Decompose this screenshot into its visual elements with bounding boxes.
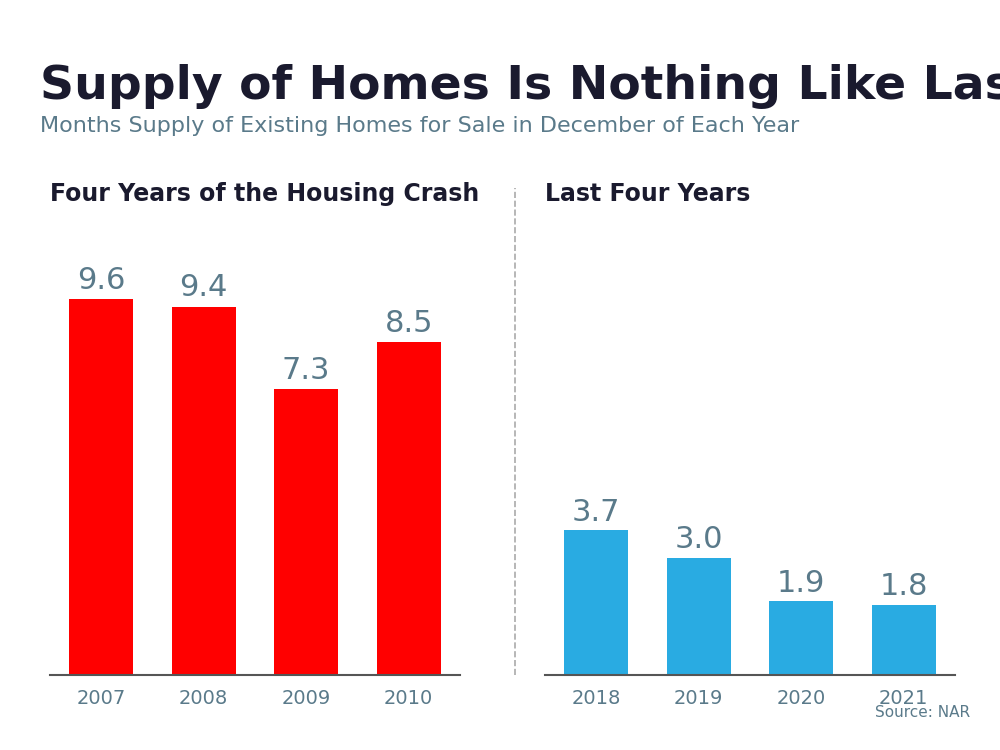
Text: 1.8: 1.8 — [880, 572, 928, 602]
Text: 9.6: 9.6 — [77, 266, 125, 295]
Text: 3.0: 3.0 — [674, 526, 723, 554]
Bar — [377, 343, 441, 675]
Bar — [667, 557, 731, 675]
Text: Last Four Years: Last Four Years — [545, 182, 750, 206]
Bar — [872, 604, 936, 675]
Text: 7.3: 7.3 — [282, 356, 330, 385]
Bar — [564, 530, 628, 675]
Bar — [274, 389, 338, 675]
Text: 1.9: 1.9 — [777, 568, 825, 598]
Text: 3.7: 3.7 — [572, 498, 620, 527]
Bar — [769, 601, 833, 675]
Text: 9.4: 9.4 — [180, 274, 228, 302]
Text: Source: NAR: Source: NAR — [875, 705, 970, 720]
Text: Supply of Homes Is Nothing Like Last Time: Supply of Homes Is Nothing Like Last Tim… — [40, 64, 1000, 109]
Text: Months Supply of Existing Homes for Sale in December of Each Year: Months Supply of Existing Homes for Sale… — [40, 116, 799, 136]
Bar — [172, 308, 236, 675]
Text: Four Years of the Housing Crash: Four Years of the Housing Crash — [50, 182, 479, 206]
Text: 8.5: 8.5 — [384, 309, 433, 338]
Bar — [69, 299, 133, 675]
